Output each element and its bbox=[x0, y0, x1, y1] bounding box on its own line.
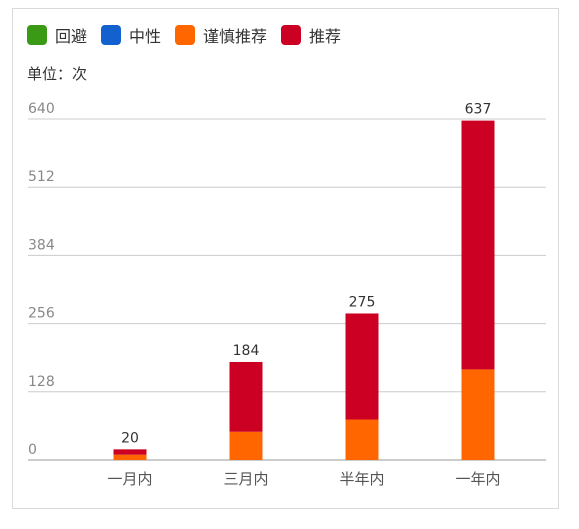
y-tick-label-640: 640 bbox=[28, 101, 55, 117]
bar-一月内-谨慎推荐 bbox=[113, 454, 147, 460]
legend-label-cautious: 谨慎推荐 bbox=[203, 27, 268, 46]
unit-label: 单位：次 bbox=[27, 65, 88, 83]
y-tick-label-256: 256 bbox=[28, 306, 55, 322]
legend-swatch-neutral bbox=[101, 25, 122, 45]
legend-item-cautious[interactable]: 谨慎推荐 bbox=[175, 23, 267, 47]
legend-item-recommend[interactable]: 推荐 bbox=[281, 23, 341, 47]
x-tick-label-一月内: 一月内 bbox=[107, 470, 152, 488]
bar-total-label-三月内: 184 bbox=[233, 343, 260, 359]
chart-legend: 回避 中性 谨慎推荐 推荐 bbox=[27, 23, 355, 47]
x-tick-label-三月内: 三月内 bbox=[223, 470, 268, 488]
y-tick-label-128: 128 bbox=[28, 374, 55, 390]
bar-一年内-谨慎推荐 bbox=[461, 369, 495, 460]
bar-半年内-推荐 bbox=[345, 313, 379, 420]
bar-三月内-推荐 bbox=[229, 361, 263, 432]
y-tick-label-0: 0 bbox=[28, 442, 37, 458]
legend-swatch-cautious bbox=[175, 25, 196, 45]
x-tick-label-一年内: 一年内 bbox=[455, 470, 500, 488]
bar-半年内-谨慎推荐 bbox=[345, 419, 379, 460]
legend-label-neutral: 中性 bbox=[129, 27, 162, 46]
legend-label-recommend: 推荐 bbox=[309, 27, 342, 46]
y-tick-label-384: 384 bbox=[28, 237, 55, 253]
legend-item-avoid[interactable]: 回避 bbox=[27, 23, 87, 47]
legend-label-avoid: 回避 bbox=[55, 27, 88, 46]
bar-三月内-谨慎推荐 bbox=[229, 431, 263, 460]
bar-total-label-一月内: 20 bbox=[121, 430, 139, 446]
bar-一月内-推荐 bbox=[113, 449, 147, 455]
legend-swatch-avoid bbox=[27, 25, 47, 45]
legend-swatch-recommend bbox=[281, 25, 302, 45]
bar-total-label-一年内: 637 bbox=[465, 102, 492, 118]
y-tick-label-512: 512 bbox=[28, 169, 55, 185]
bar-一年内-推荐 bbox=[461, 120, 495, 370]
x-tick-label-半年内: 半年内 bbox=[339, 470, 384, 488]
bar-total-label-半年内: 275 bbox=[349, 294, 376, 310]
legend-item-neutral[interactable]: 中性 bbox=[101, 23, 161, 47]
